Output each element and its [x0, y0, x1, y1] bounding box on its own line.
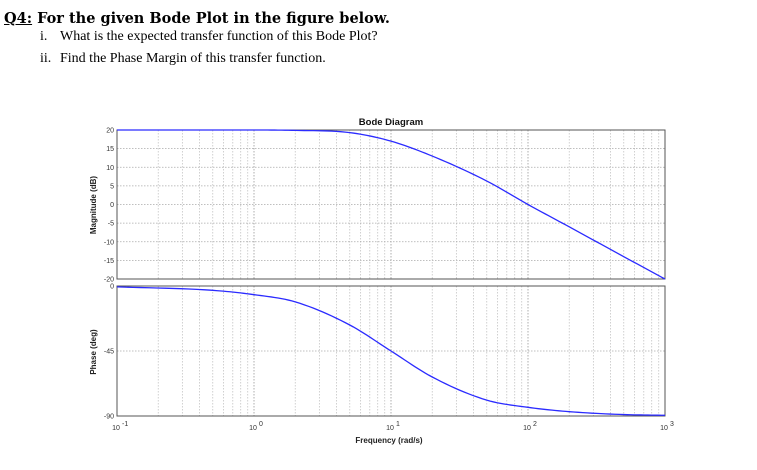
magnitude-y-tick-label: 20	[106, 128, 114, 135]
phase-series-line	[116, 286, 666, 416]
phase-axis-label: Phase (deg)	[89, 329, 98, 375]
x-tick-label: 10	[660, 425, 668, 432]
magnitude-y-tick-label: -15	[104, 258, 114, 265]
x-axis-label: Frequency (rad/s)	[355, 436, 422, 445]
phase-y-tick-label: -45	[104, 349, 114, 356]
x-tick-label: 10	[523, 425, 531, 432]
magnitude-series-line	[117, 129, 666, 280]
question-title-text: For the given Bode Plot in the figure be…	[32, 10, 390, 27]
magnitude-y-tick-label: 10	[106, 165, 114, 172]
x-tick-label: 10	[386, 425, 394, 432]
x-tick-exponent: 0	[259, 421, 263, 428]
x-tick-label: 10	[112, 425, 120, 432]
question-title: Q4: For the given Bode Plot in the figur…	[4, 10, 390, 27]
question-item-1: i. What is the expected transfer function…	[40, 26, 640, 48]
x-tick-exponent: 1	[396, 421, 400, 428]
phase-axes-frame	[116, 285, 666, 417]
item-1-text: What is the expected transfer function o…	[60, 29, 378, 44]
magnitude-axis-label: Magnitude (dB)	[89, 176, 98, 235]
chart-title: Bode Diagram	[359, 117, 423, 128]
magnitude-y-tick-label: -10	[104, 239, 114, 246]
question-items: i. What is the expected transfer function…	[40, 26, 640, 70]
magnitude-axes-frame	[116, 129, 666, 280]
magnitude-grid	[117, 130, 665, 279]
x-tick-exponent: 3	[670, 421, 674, 428]
phase-y-tick-label: 0	[110, 284, 114, 291]
magnitude-y-tick-label: 5	[110, 183, 114, 190]
phase-y-tick-labels: 0 -45 -90	[104, 284, 114, 421]
question-number: Q4:	[4, 10, 33, 27]
item-1-numeral: i.	[40, 29, 48, 44]
x-tick-label: 10	[249, 425, 257, 432]
phase-grid	[117, 286, 665, 416]
magnitude-y-tick-label: 0	[110, 202, 114, 209]
magnitude-y-tick-label: -20	[104, 277, 114, 284]
x-tick-exponent: 2	[533, 421, 537, 428]
magnitude-y-tick-labels: 20 15 10 5 0 -5 -10 -15 -20	[104, 128, 114, 284]
question-item-2: ii. Find the Phase Margin of this transfe…	[40, 48, 640, 70]
phase-y-tick-label: -90	[104, 414, 114, 421]
item-2-text: Find the Phase Margin of this transfer f…	[60, 51, 326, 66]
magnitude-y-tick-label: -5	[108, 221, 114, 228]
item-2-numeral: ii.	[40, 51, 52, 66]
magnitude-y-tick-label: 15	[106, 146, 114, 153]
x-tick-exponent: -1	[122, 421, 128, 428]
question-block: Q4: For the given Bode Plot in the figur…	[4, 10, 390, 27]
